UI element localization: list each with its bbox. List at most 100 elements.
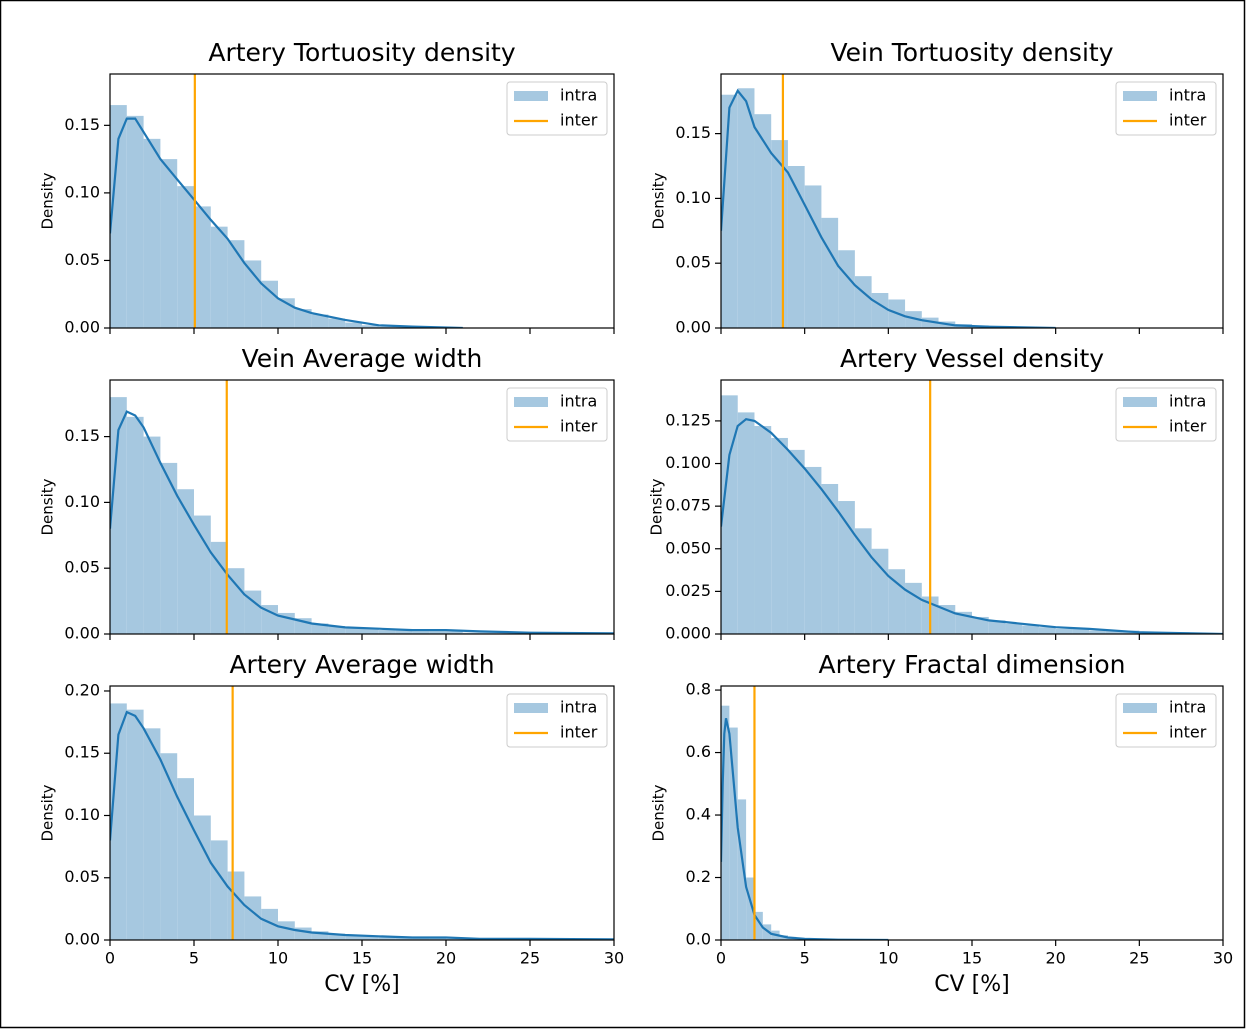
histogram-bar — [143, 728, 161, 940]
histogram-bar — [787, 449, 805, 634]
subplot: Vein Tortuosity density 0.00 0.05 0.10 0.15 D… — [650, 38, 1224, 337]
histogram-bar — [412, 937, 430, 940]
x-tick-label: 0 — [105, 949, 115, 968]
subplot-title: Artery Average width — [229, 650, 494, 679]
histogram-bar — [821, 483, 839, 634]
x-tick-label: 10 — [268, 949, 288, 968]
histogram-bar — [921, 317, 939, 328]
y-tick-label: 0.10 — [675, 188, 711, 207]
subplot-title: Artery Fractal dimension — [818, 650, 1125, 679]
histogram-bar — [244, 260, 262, 328]
y-tick-label: 0.00 — [64, 930, 100, 949]
legend-label: intra — [1169, 698, 1206, 717]
x-tick-label: 0 — [716, 949, 726, 968]
subplot-title: Vein Tortuosity density — [831, 38, 1114, 67]
histogram-bar — [362, 628, 379, 634]
legend-label: inter — [1169, 417, 1207, 436]
histogram-bar — [988, 620, 1006, 634]
histogram-bar — [143, 436, 161, 634]
y-tick-label: 0.15 — [64, 426, 100, 445]
histogram-bar — [378, 326, 396, 328]
y-axis-label: Density — [39, 172, 57, 229]
y-tick-label: 0.00 — [675, 318, 711, 337]
y-tick-label: 0.15 — [675, 123, 711, 142]
histogram-bar — [345, 627, 362, 634]
histogram-bar — [110, 105, 127, 328]
histogram-bar — [804, 466, 822, 634]
histogram-bar — [762, 924, 772, 940]
y-tick-label: 0.4 — [686, 805, 711, 824]
histogram-bar — [746, 877, 755, 940]
y-tick-label: 0.05 — [64, 558, 100, 577]
histogram-bar — [244, 896, 262, 940]
histogram-bar — [721, 94, 738, 328]
histogram-bar — [227, 240, 245, 328]
subplot: Artery Average width 0.00 0.05 0.10 0.15 0.20… — [39, 650, 625, 997]
y-tick-label: 0.000 — [665, 624, 711, 643]
y-axis-label: Density — [648, 478, 666, 535]
subplot-title: Artery Vessel density — [840, 344, 1104, 373]
histogram-bar — [905, 311, 922, 328]
legend-label: intra — [1169, 392, 1206, 411]
legend-patch — [1123, 91, 1157, 101]
x-tick-label: 5 — [800, 949, 810, 968]
histogram-bar — [177, 489, 194, 634]
histogram-bar — [737, 88, 755, 328]
histogram-bar — [1089, 630, 1106, 634]
histogram-bar — [210, 541, 228, 634]
histogram-bar — [821, 217, 839, 328]
histogram-bar — [227, 871, 245, 940]
x-tick-label: 30 — [604, 949, 624, 968]
histogram-bar — [1055, 628, 1073, 634]
histogram-bar — [261, 908, 278, 940]
histogram-bar — [143, 138, 161, 328]
histogram-bar — [737, 799, 747, 940]
histogram-bar — [160, 462, 178, 634]
kde-line — [110, 410, 614, 634]
y-tick-label: 0.050 — [665, 538, 711, 557]
y-tick-label: 0.025 — [665, 581, 711, 600]
legend-label: intra — [560, 392, 597, 411]
legend-patch — [514, 91, 548, 101]
x-tick-label: 10 — [878, 949, 898, 968]
x-axis-label: CV [%] — [324, 972, 399, 997]
histogram-bar — [1072, 628, 1090, 634]
y-tick-label: 0.125 — [665, 410, 711, 429]
legend-label: inter — [560, 417, 598, 436]
histogram-bar — [462, 632, 480, 634]
histogram-bar — [311, 931, 329, 940]
y-axis-label: Density — [650, 172, 668, 229]
histogram-bar — [429, 937, 446, 940]
kde-line — [721, 717, 889, 940]
histogram-bar — [311, 314, 329, 328]
legend-label: intra — [1169, 86, 1206, 105]
x-tick-label: 20 — [1045, 949, 1065, 968]
subplot: Artery Tortuosity density 0.00 0.05 0.10 0.1… — [39, 38, 615, 337]
y-tick-label: 0.0 — [686, 930, 711, 949]
x-tick-label: 15 — [352, 949, 372, 968]
y-tick-label: 0.05 — [64, 250, 100, 269]
legend-patch — [1123, 397, 1157, 407]
kde-line — [110, 117, 463, 328]
histogram-bar — [294, 309, 312, 328]
histogram-bar — [210, 840, 228, 940]
legend-label: intra — [560, 698, 597, 717]
histogram-bar — [194, 815, 211, 940]
subplot: Artery Vessel density 0.000 0.025 0.050 0.07… — [648, 344, 1224, 643]
histogram-bar — [395, 937, 413, 940]
histogram-bar — [362, 936, 379, 940]
y-tick-label: 0.10 — [64, 805, 100, 824]
histogram-bar — [110, 397, 127, 634]
kde-line — [110, 710, 614, 940]
histogram-bar — [787, 166, 805, 328]
histogram-bar — [244, 590, 262, 634]
histogram-bar — [1105, 630, 1123, 634]
subplot-title: Artery Tortuosity density — [208, 38, 516, 67]
histogram-bar — [278, 921, 295, 940]
y-axis-label: Density — [39, 784, 57, 841]
histogram-bar — [345, 935, 362, 940]
histogram-bar — [854, 528, 872, 634]
histogram-bar — [871, 293, 889, 328]
histogram-bar — [1005, 623, 1023, 634]
